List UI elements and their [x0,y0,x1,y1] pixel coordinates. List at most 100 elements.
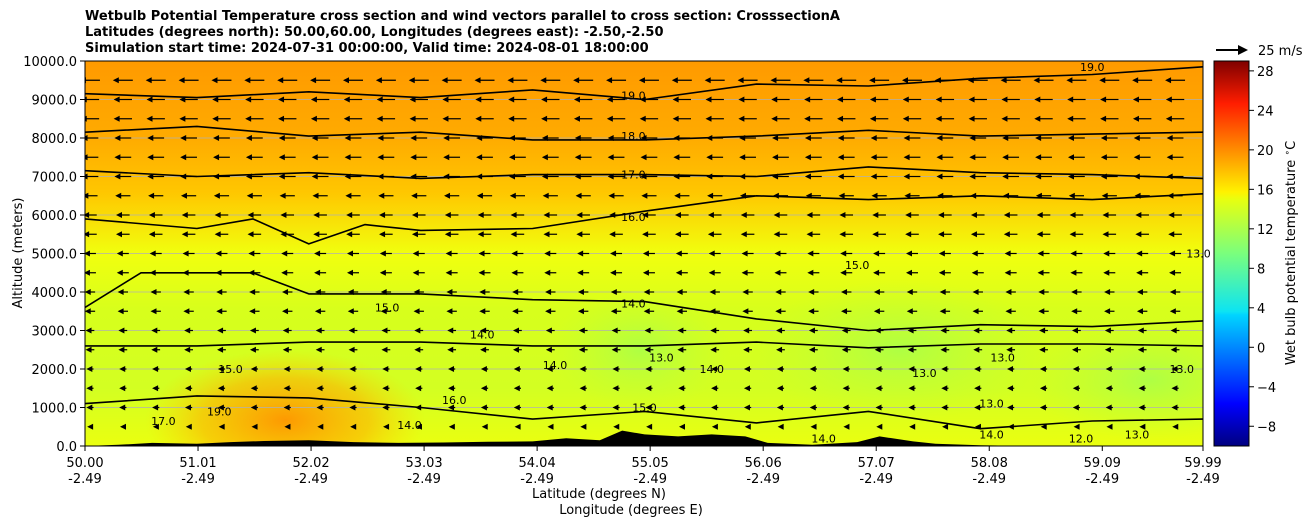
wind-vectors [85,77,1186,430]
wind-arrow-12-24 [873,308,885,315]
wind-arrow-7-1 [116,212,130,218]
y-axis-label: Altitude (meters) [11,198,26,309]
wind-arrow-12-27 [972,308,983,315]
wind-arrow-11-8 [347,289,359,295]
wind-arrow-8-10 [411,231,426,238]
wind-arrow-13-16 [611,327,621,334]
contour-14-0-4 [85,272,1203,332]
wind-arrow-5-26 [936,173,954,180]
wind-arrow-0-28 [1000,77,1021,84]
wind-arrow-5-10 [410,173,428,180]
wind-arrow-9-3 [182,250,195,257]
wind-arrow-6-23 [838,192,854,199]
wind-arrow-2-29 [1034,115,1053,122]
contour-label-4: 14.0 [621,298,646,311]
y-tick-label-3: 3000.0 [32,325,78,340]
wind-arrow-13-19 [710,327,720,334]
wind-arrow-13-6 [282,327,292,334]
wind-arrow-5-22 [804,173,822,180]
wind-arrow-3-2 [147,135,165,141]
wind-arrow-1-26 [935,96,955,103]
wind-arrow-10-14 [544,269,557,276]
wind-arrow-15-5 [250,366,258,372]
wind-arrow-7-17 [642,212,656,218]
wind-arrow-15-24 [875,366,883,372]
wind-arrow-17-17 [645,404,653,411]
wind-arrow-14-21 [776,346,785,353]
wind-arrow-11-22 [808,289,819,295]
wind-arrow-17-1 [119,404,127,411]
wind-arrow-16-15 [579,385,587,392]
contour-labels: 19.0 18.0 17.0 16.0 14.0 14.0 15.0 13.0 14.0 13.0… [151,61,1211,446]
wind-arrow-12-5 [249,308,260,315]
wind-arrow-10-8 [346,269,359,276]
wind-arrow-3-13 [509,135,526,141]
wind-arrow-7-18 [675,212,689,218]
wind-arrow-15-28 [1007,366,1015,372]
wind-arrow-0-25 [901,77,922,84]
wind-arrow-7-16 [609,212,623,218]
wind-arrow-0-13 [507,77,528,84]
colorbar-tick-label-4: 8 [1257,262,1265,277]
wind-arrow-15-7 [316,366,324,372]
wind-arrow-10-7 [314,269,327,276]
wind-arrow-14-14 [545,346,555,353]
wind-arrow-7-6 [280,212,295,218]
wind-arrow-17-32 [1138,404,1146,411]
wind-arrow-12-20 [742,308,753,315]
wind-arrow-12-11 [446,308,457,315]
wind-arrow-9-28 [1004,250,1017,257]
wind-arrow-9-9 [379,250,392,257]
wind-arrow-8-16 [609,231,623,238]
wind-arrow-0-20 [737,77,758,84]
wind-arrow-8-30 [1069,231,1084,238]
wind-arrow-1-16 [606,96,626,103]
wind-arrow-18-20 [744,423,751,430]
wind-arrow-12-2 [150,308,161,315]
wind-arrow-16-11 [448,385,456,392]
wind-arrow-13-30 [1072,327,1081,334]
wind-arrow-11-25 [906,289,918,295]
wind-arrow-3-28 [1002,135,1020,141]
wind-arrow-15-2 [152,366,160,372]
wind-arrow-2-28 [1001,115,1020,122]
wind-arrow-6-9 [378,192,394,199]
wind-arrow-15-12 [480,366,489,372]
wind-arrow-14-23 [841,346,851,353]
wind-arrow-11-23 [841,289,852,295]
wind-arrow-13-9 [381,327,391,334]
wind-arrow-14-18 [677,346,687,353]
wind-arrow-17-15 [579,404,587,411]
wind-arrow-4-1 [114,154,132,161]
wind-arrow-18-33 [1172,423,1179,430]
wind-arrow-7-21 [773,212,788,218]
wind-arrow-15-4 [217,366,226,372]
wind-arrow-6-2 [148,192,164,199]
wind-arrow-11-20 [742,289,753,295]
wind-arrow-8-24 [872,231,886,238]
wind-arrow-7-12 [477,212,492,218]
wind-arrow-8-0 [85,231,97,238]
wind-arrow-8-19 [707,231,722,238]
wind-arrow-7-5 [247,212,262,218]
wind-arrow-4-28 [1002,154,1020,161]
wind-arrow-18-5 [251,423,258,430]
wind-arrow-13-28 [1006,327,1016,334]
wind-arrow-14-17 [644,346,654,353]
wind-arrow-15-18 [678,366,686,372]
wind-arrow-10-6 [281,269,294,276]
wind-arrow-16-25 [908,385,916,392]
contour-label-7: 13.0 [912,367,937,380]
wind-arrow-6-17 [641,192,657,199]
wind-arrow-9-27 [971,250,984,257]
wind-arrow-0-27 [967,77,988,84]
wind-arrow-6-14 [542,192,558,199]
wind-arrow-2-5 [245,115,264,122]
wind-arrow-11-30 [1071,289,1082,295]
wind-arrow-10-16 [610,269,623,276]
wind-arrow-17-7 [316,404,324,411]
wind-arrow-2-4 [212,115,231,122]
wind-arrow-16-0 [86,385,94,392]
wind-arrow-2-30 [1067,115,1086,122]
wind-arrow-10-0 [85,269,96,276]
